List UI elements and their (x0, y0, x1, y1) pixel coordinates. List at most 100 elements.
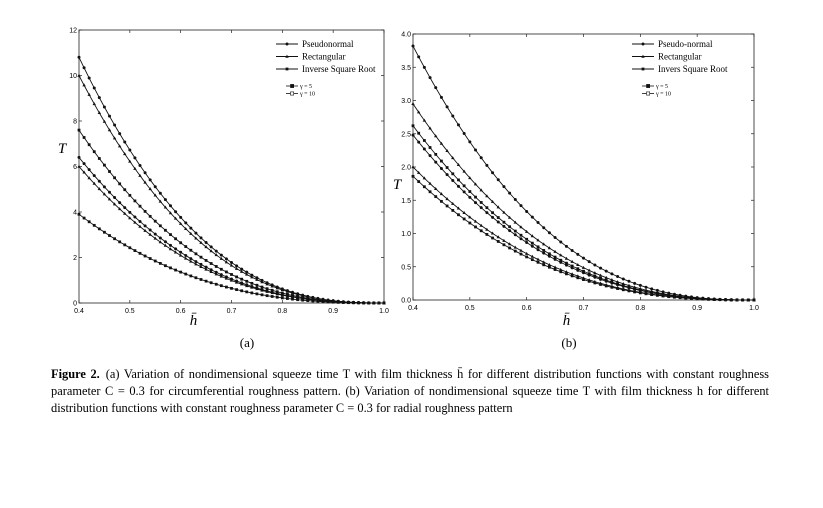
point-marker-6-32 (593, 281, 597, 285)
point-marker-6-2 (422, 185, 426, 189)
point-marker-4-34 (604, 279, 608, 283)
point-marker-4-1 (82, 162, 86, 166)
point-marker-6-24 (548, 265, 551, 269)
point-marker-3-13 (143, 209, 147, 213)
point-marker-1-6 (108, 114, 111, 118)
point-marker-2-19 (173, 216, 178, 220)
point-marker-1-44 (661, 290, 665, 294)
y-tick-label: 0.0 (401, 298, 411, 305)
point-marker-6-51 (336, 300, 340, 304)
point-marker-4-22 (189, 257, 193, 261)
point-marker-5-20 (178, 253, 183, 257)
point-marker-legend-2 (641, 67, 645, 71)
point-marker-2-12 (479, 188, 483, 192)
point-marker-2-36 (260, 280, 264, 284)
y-tick-label: 4.0 (401, 32, 411, 39)
legend-entry: Invers Square Root (658, 64, 728, 74)
point-marker-2-16 (502, 210, 506, 214)
point-marker-3-40 (280, 291, 284, 295)
point-marker-2-3 (92, 102, 96, 106)
point-marker-3-6 (445, 166, 449, 169)
point-marker-6-6 (445, 204, 449, 208)
point-marker-6-22 (536, 260, 540, 264)
point-marker-1-11 (474, 148, 478, 152)
point-marker-6-52 (341, 301, 345, 304)
point-marker-3-20 (525, 237, 529, 241)
point-marker-6-1 (417, 180, 421, 183)
point-marker-2-11 (473, 182, 478, 186)
point-marker-6-21 (184, 272, 188, 276)
series-1 (411, 44, 756, 302)
point-marker-3-1 (417, 131, 421, 135)
y-tick-label: 6 (73, 164, 77, 171)
point-marker-2-36 (615, 280, 620, 284)
point-marker-2-17 (507, 215, 512, 219)
point-marker-4-21 (530, 244, 534, 248)
point-marker-6-60 (382, 301, 386, 305)
y-tick-label: 0 (73, 301, 77, 308)
point-marker-2-1 (416, 110, 421, 114)
point-marker-1-17 (163, 198, 167, 202)
point-marker-1-18 (513, 198, 517, 202)
point-marker-3-9 (123, 188, 127, 192)
point-marker-1-9 (123, 140, 127, 144)
series-line (78, 129, 384, 304)
point-marker-6-21 (530, 258, 534, 262)
point-marker-6-44 (661, 294, 665, 298)
point-marker-1-23 (194, 231, 198, 235)
point-marker-1-6 (445, 105, 449, 109)
point-marker-5-28 (219, 274, 224, 278)
point-marker-1-0 (77, 55, 81, 59)
point-marker-4-0 (411, 133, 415, 137)
point-marker-6-14 (148, 257, 152, 260)
point-marker-3-4 (434, 152, 438, 156)
point-marker-5-41 (285, 294, 290, 298)
y-tick-label: 10 (69, 73, 77, 80)
point-marker-5-17 (507, 242, 512, 246)
point-marker-5-15 (153, 236, 157, 240)
point-marker-6-5 (440, 199, 443, 203)
point-marker-1-31 (235, 264, 239, 268)
point-marker-3-5 (440, 159, 443, 163)
point-marker-4-6 (445, 173, 449, 177)
point-marker-6-59 (746, 298, 750, 302)
point-marker-4-27 (564, 263, 568, 267)
point-marker-1-20 (179, 215, 183, 219)
point-marker-3-30 (230, 273, 233, 276)
point-marker-3-1 (82, 136, 86, 139)
point-marker-1-21 (530, 215, 534, 219)
point-marker-6-11 (474, 225, 477, 229)
point-marker-2-24 (547, 246, 552, 250)
point-marker-1-13 (485, 163, 489, 167)
legend-entry: Rectangular (302, 52, 345, 62)
point-marker-5-40 (280, 293, 285, 297)
point-marker-4-39 (633, 287, 637, 291)
point-marker-3-23 (542, 249, 546, 252)
y-tick-label: 0.5 (401, 264, 411, 271)
point-marker-4-12 (138, 219, 142, 223)
point-marker-3-22 (536, 245, 540, 249)
point-marker-3-7 (451, 172, 455, 176)
point-marker-4-5 (439, 166, 443, 170)
point-marker-1-42 (650, 287, 654, 291)
point-marker-1-7 (113, 123, 117, 127)
point-marker-6-39 (275, 295, 279, 299)
point-marker-1-12 (138, 163, 142, 167)
panel-label: (a) (240, 335, 254, 350)
point-marker-6-52 (707, 297, 710, 301)
point-marker-1-15 (496, 178, 500, 182)
point-marker-5-6 (107, 197, 112, 201)
point-marker-6-18 (169, 266, 172, 270)
point-marker-5-11 (473, 219, 478, 223)
point-marker-6-25 (553, 268, 557, 271)
point-marker-legend-0 (285, 42, 289, 46)
point-marker-5-8 (456, 206, 461, 210)
point-marker-6-49 (690, 297, 693, 300)
point-marker-2-18 (513, 220, 517, 224)
point-marker-6-58 (372, 301, 376, 305)
point-marker-2-24 (199, 240, 203, 244)
point-marker-5-16 (158, 240, 163, 244)
point-marker-6-38 (627, 289, 631, 293)
point-marker-1-32 (593, 263, 597, 267)
point-marker-1-5 (439, 95, 443, 99)
